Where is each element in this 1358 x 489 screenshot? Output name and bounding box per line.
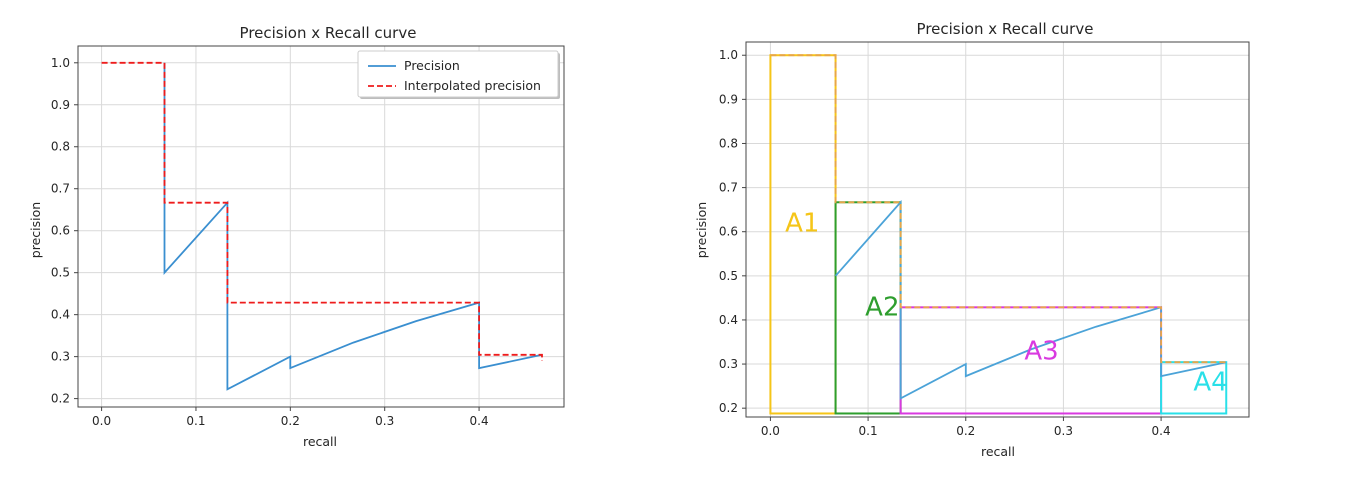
y-axis-label-left: precision <box>28 202 43 258</box>
x-tick-label-left-1: 0.1 <box>186 414 205 428</box>
x-tick-label-right-2: 0.2 <box>956 424 975 438</box>
region-label-a3: A3 <box>1024 337 1058 367</box>
legend-label-interpolated-precision: Interpolated precision <box>404 78 541 93</box>
x-axis-label-right: recall <box>981 444 1015 459</box>
plot-frame-right <box>745 41 1250 418</box>
y-axis-label-right: precision <box>694 202 709 258</box>
legend-label-precision: Precision <box>404 58 460 73</box>
y-tick-label-left-3: 0.5 <box>51 266 70 280</box>
y-tick-label-right-3: 0.5 <box>719 269 738 283</box>
x-tick-label-left-3: 0.3 <box>375 414 394 428</box>
y-tick-label-left-2: 0.4 <box>51 308 70 322</box>
chart-title-right: Precision x Recall curve <box>917 20 1094 38</box>
y-tick-label-right-2: 0.4 <box>719 313 738 327</box>
y-tick-label-left-6: 0.8 <box>51 140 70 154</box>
x-tick-label-right-4: 0.4 <box>1152 424 1171 438</box>
x-tick-label-right-1: 0.1 <box>859 424 878 438</box>
y-tick-label-right-7: 0.9 <box>719 92 738 106</box>
x-tick-label-right-3: 0.3 <box>1054 424 1073 438</box>
y-tick-label-right-0: 0.2 <box>719 401 738 415</box>
y-tick-label-left-8: 1.0 <box>51 56 70 70</box>
y-tick-label-left-5: 0.7 <box>51 182 70 196</box>
region-label-a1: A1 <box>785 209 819 239</box>
y-tick-label-right-4: 0.6 <box>719 225 738 239</box>
y-tick-label-right-6: 0.8 <box>719 136 738 150</box>
y-tick-label-right-5: 0.7 <box>719 181 738 195</box>
x-tick-label-left-2: 0.2 <box>281 414 300 428</box>
y-tick-label-left-1: 0.3 <box>51 350 70 364</box>
y-tick-label-right-8: 1.0 <box>719 48 738 62</box>
x-tick-label-right-0: 0.0 <box>761 424 780 438</box>
legend-box-left <box>357 50 559 98</box>
chart-title-left: Precision x Recall curve <box>240 24 417 42</box>
x-tick-label-left-0: 0.0 <box>92 414 111 428</box>
region-label-a2: A2 <box>865 293 899 323</box>
region-label-a4: A4 <box>1193 368 1227 398</box>
x-tick-label-left-4: 0.4 <box>470 414 489 428</box>
series-line-right-interpolated-precision <box>770 54 1227 364</box>
y-tick-label-right-1: 0.3 <box>719 357 738 371</box>
plot-frame-left <box>77 45 565 408</box>
x-axis-label-left: recall <box>303 434 337 449</box>
y-tick-label-left-0: 0.2 <box>51 392 70 406</box>
y-tick-label-left-7: 0.9 <box>51 98 70 112</box>
series-line-left-interpolated-precision <box>101 61 543 361</box>
y-tick-label-left-4: 0.6 <box>51 224 70 238</box>
